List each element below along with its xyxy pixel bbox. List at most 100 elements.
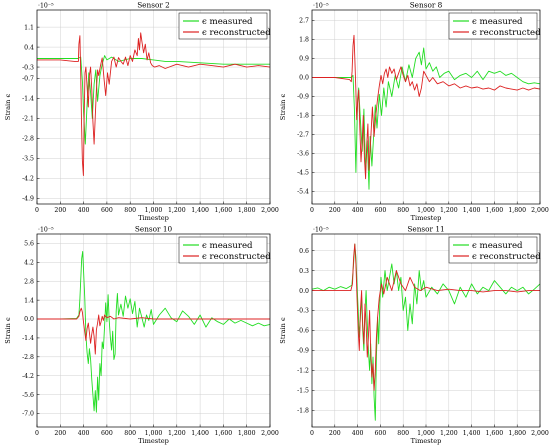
x-tick-label: 1,200 xyxy=(168,430,186,437)
y-tick-label: 4.2 xyxy=(24,260,34,267)
x-tick-label: 800 xyxy=(124,207,136,214)
y-tick-label: -4.9 xyxy=(22,195,34,202)
y-tick-label: -0.6 xyxy=(297,328,309,335)
x-tick-label: 1,000 xyxy=(417,430,435,437)
y-tick-label: 2.7 xyxy=(299,18,309,25)
y-tick-label: 1.8 xyxy=(299,37,309,44)
y-tick-label: -0.3 xyxy=(22,64,34,71)
legend-label: ϵ reconstructed xyxy=(202,28,271,38)
legend-label: ϵ measured xyxy=(472,17,523,27)
x-tick-label: 1,000 xyxy=(145,430,163,437)
y-tick-label: -1.2 xyxy=(297,368,309,375)
x-axis-label: Timestep xyxy=(138,214,169,222)
legend-box xyxy=(448,12,538,40)
x-tick-label: 600 xyxy=(101,430,113,437)
y-tick-label: -0.3 xyxy=(297,308,309,315)
y-tick-label: 5.6 xyxy=(24,241,34,248)
y-tick-label: 1.1 xyxy=(24,24,34,31)
legend-box xyxy=(178,236,268,264)
y-tick-label: -1.4 xyxy=(22,96,34,103)
y-tick-label: -4.2 xyxy=(22,373,34,380)
panel-2: 0 200 400 600 800 1,000 1,200 1,400 1,600 1,800 2,… xyxy=(279,1,549,223)
series-line-reconstructed xyxy=(312,34,541,180)
y-axis-label: Strain ϵ xyxy=(4,317,12,344)
x-tick-label: 400 xyxy=(352,430,364,437)
x-tick-label: 400 xyxy=(78,430,90,437)
x-tick-label: 600 xyxy=(374,430,386,437)
x-tick-label: 1,600 xyxy=(486,430,504,437)
x-tick-label: 200 xyxy=(54,430,66,437)
x-tick-label: 1,800 xyxy=(508,207,526,214)
y-exponent-label: ·10⁻⁵ xyxy=(313,3,329,10)
y-tick-label: -7.0 xyxy=(22,411,34,418)
legend-label: ϵ reconstructed xyxy=(472,28,541,38)
y-tick-label: -4.5 xyxy=(297,170,309,177)
x-tick-label: 600 xyxy=(374,207,386,214)
x-tick-label: 0 xyxy=(310,430,314,437)
y-exponent-label: ·10⁻⁵ xyxy=(38,227,54,234)
chart-title: Sensor 11 xyxy=(407,225,444,234)
y-tick-label: 0.9 xyxy=(299,56,309,63)
legend-label: ϵ reconstructed xyxy=(472,252,541,262)
x-tick-label: 1,400 xyxy=(191,430,209,437)
y-axis-label: Strain ϵ xyxy=(279,94,287,121)
x-tick-label: 200 xyxy=(329,207,341,214)
y-tick-label: -1.8 xyxy=(297,408,309,415)
x-tick-label: 1,800 xyxy=(508,430,526,437)
x-tick-label: 200 xyxy=(329,430,341,437)
x-tick-label: 1,200 xyxy=(168,207,186,214)
x-tick-label: 1,800 xyxy=(238,430,256,437)
x-tick-label: 1,400 xyxy=(191,207,209,214)
x-tick-label: 1,200 xyxy=(440,207,458,214)
x-tick-label: 1,400 xyxy=(463,207,481,214)
x-tick-label: 0 xyxy=(35,430,39,437)
series-line-measured xyxy=(311,243,541,421)
y-tick-label: -2.8 xyxy=(22,354,34,361)
panel-3: 0 200 400 600 800 1,000 1,200 1,400 1,600 1,800 2,… xyxy=(4,225,279,446)
x-tick-label: 1,600 xyxy=(215,430,233,437)
y-tick-label: -0.7 xyxy=(22,76,34,83)
x-axis-label: Timestep xyxy=(411,214,442,222)
x-tick-label: 200 xyxy=(54,207,66,214)
plot-frame xyxy=(36,9,271,205)
x-tick-label: 2,000 xyxy=(531,207,549,214)
legend-box xyxy=(178,12,268,40)
y-axis-label: Strain ϵ xyxy=(279,317,287,344)
y-tick-label: 1.4 xyxy=(24,297,34,304)
y-tick-label: -3.5 xyxy=(22,156,34,163)
plot-frame xyxy=(36,233,271,428)
x-tick-label: 2,000 xyxy=(261,207,279,214)
panel-4: 0 200 400 600 800 1,000 1,200 1,400 1,600 1,800 2,… xyxy=(279,225,549,446)
x-tick-label: 1,400 xyxy=(463,430,481,437)
y-tick-label: -2.1 xyxy=(22,116,34,123)
y-exponent-label: ·10⁻⁵ xyxy=(38,3,54,10)
y-tick-label: 0.0 xyxy=(24,316,34,323)
y-tick-label: -2.7 xyxy=(297,132,309,139)
x-tick-label: 400 xyxy=(78,207,90,214)
y-tick-label: -1.4 xyxy=(22,335,34,342)
x-tick-label: 2,000 xyxy=(531,430,549,437)
series-line-reconstructed xyxy=(37,32,271,176)
y-tick-label: 0.0 xyxy=(299,288,309,295)
x-tick-label: 2,000 xyxy=(261,430,279,437)
x-tick-label: 0 xyxy=(310,207,314,214)
x-tick-label: 0 xyxy=(35,207,39,214)
chart-title: Sensor 8 xyxy=(410,1,443,10)
y-tick-label: -5.4 xyxy=(297,189,309,196)
y-tick-label: 0.4 xyxy=(24,44,34,51)
x-axis-label: Timestep xyxy=(411,437,442,445)
y-tick-label: -1.5 xyxy=(297,388,309,395)
y-tick-label: 0.0 xyxy=(299,75,309,82)
y-tick-label: -4.2 xyxy=(22,176,34,183)
x-tick-label: 1,000 xyxy=(145,207,163,214)
chart-title: Sensor 2 xyxy=(137,1,170,10)
series-line-measured xyxy=(37,55,270,145)
y-tick-label: -0.9 xyxy=(297,348,309,355)
plot-frame xyxy=(311,233,541,428)
legend-label: ϵ measured xyxy=(202,241,253,251)
y-tick-label: -2.8 xyxy=(22,136,34,143)
y-tick-label: -5.6 xyxy=(22,392,34,399)
